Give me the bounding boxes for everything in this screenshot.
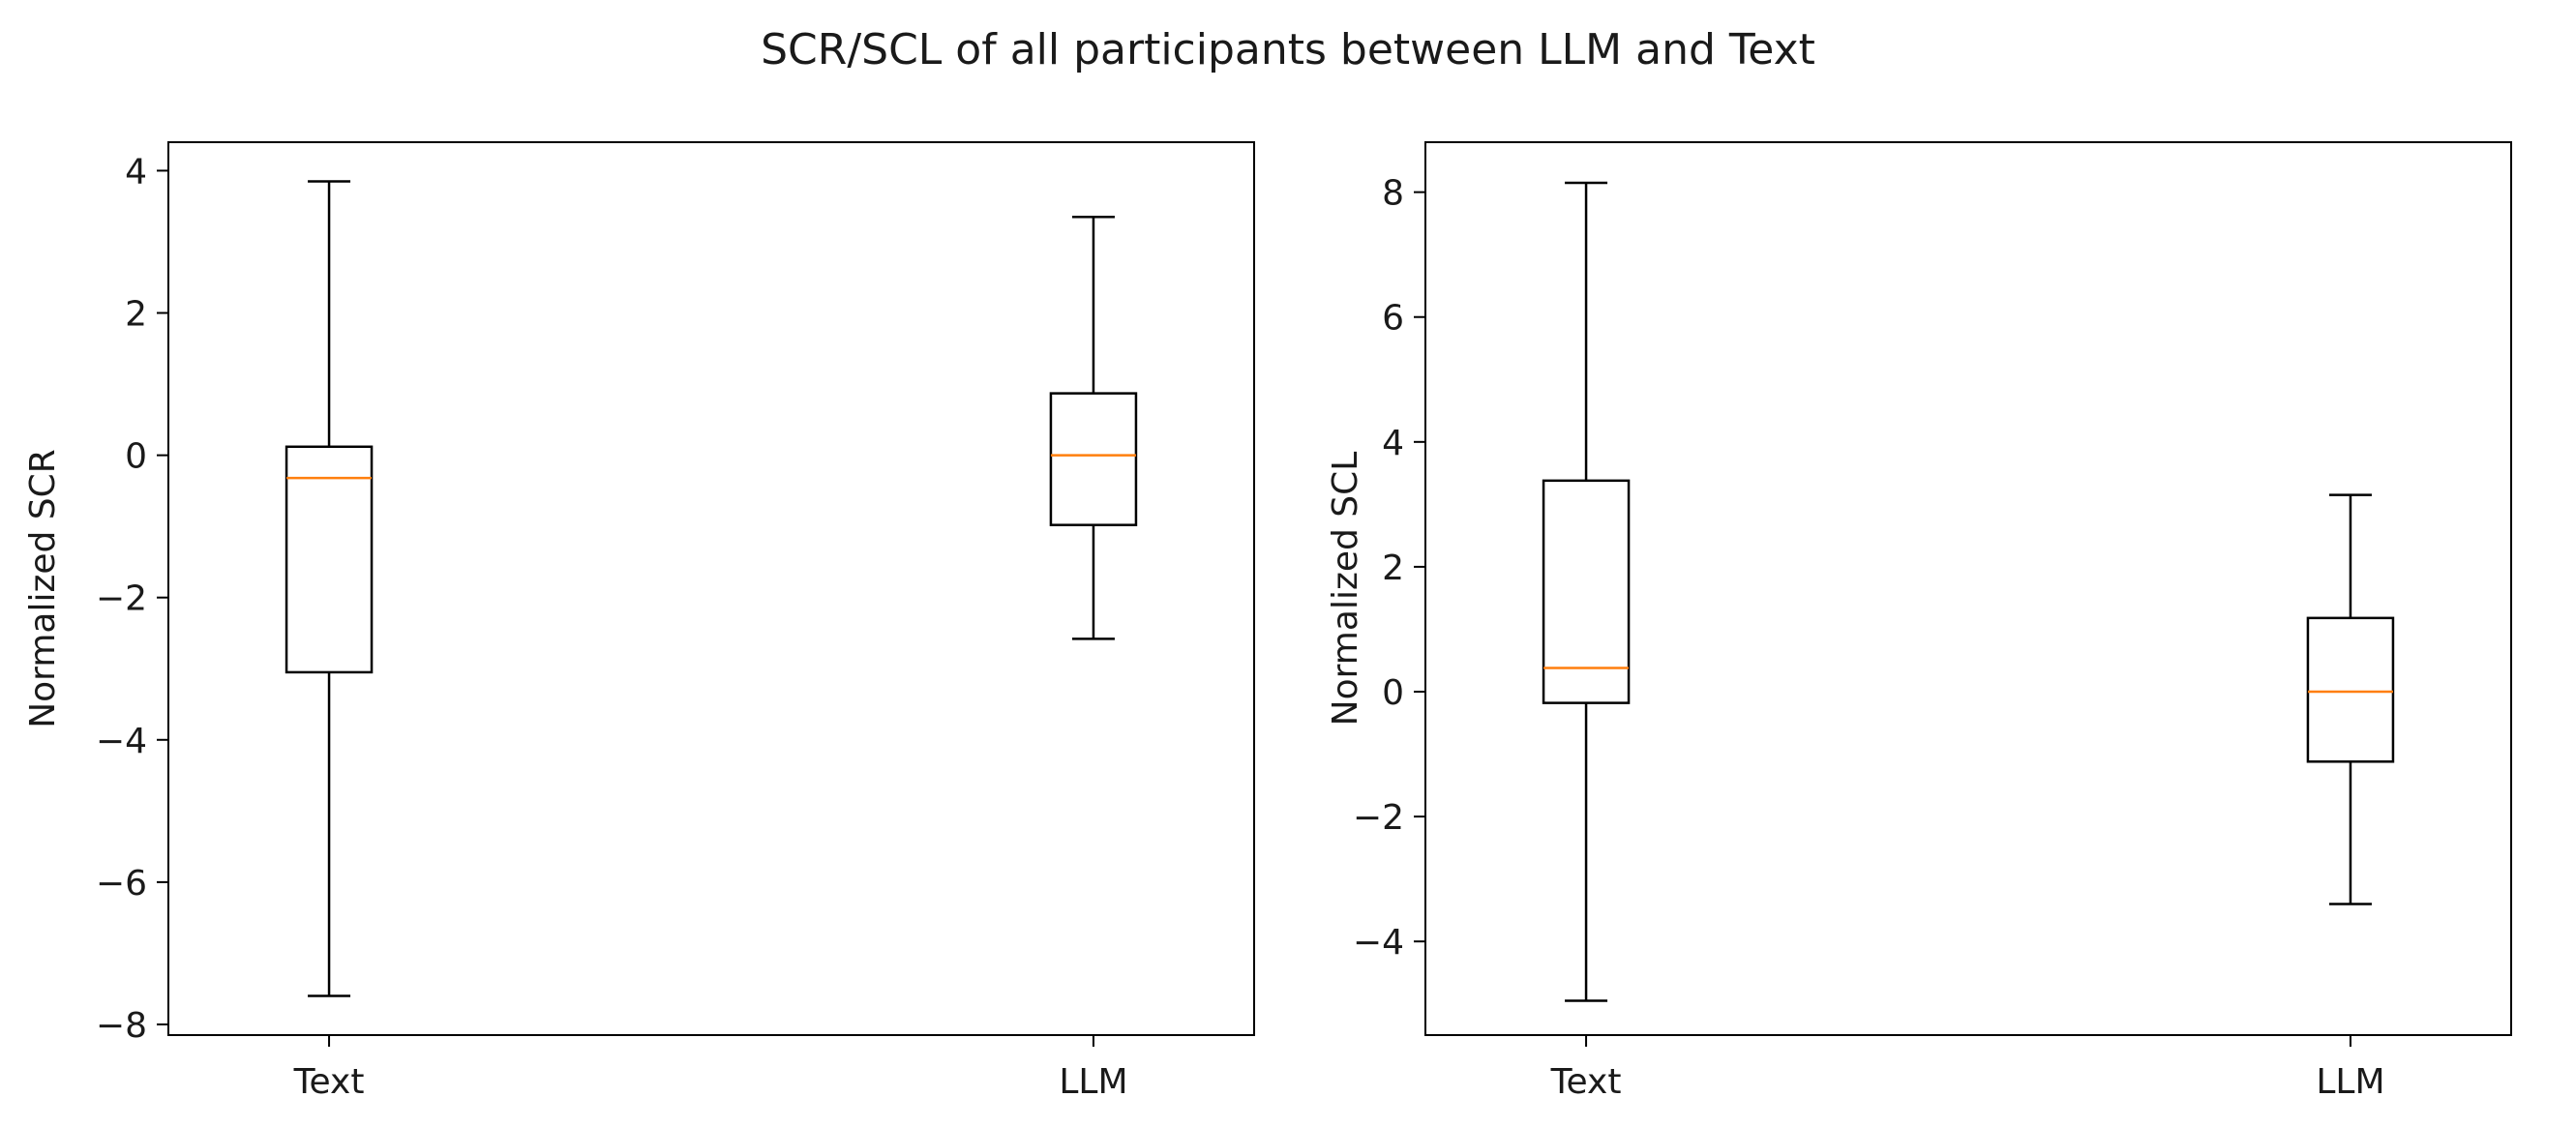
iqr-box (1049, 392, 1138, 526)
ytick-label: 8 (1382, 174, 1404, 214)
box-text (1542, 181, 1631, 1002)
ytick-label: 2 (125, 295, 147, 335)
subplot-1: −8 −6 −4 −2 0 2 4 Text LLM Normalized SCR (23, 141, 1255, 1102)
xtick-label: Text (1550, 1062, 1622, 1102)
ytick-label: −4 (1353, 923, 1404, 963)
ytick-label: 2 (1382, 549, 1404, 588)
subplot-2: −4 −2 0 2 4 6 8 Text LLM Normalized SCL (1326, 141, 2512, 1102)
axes-frame (1424, 141, 2512, 1036)
ytick-label: −8 (96, 1006, 147, 1046)
iqr-box (2306, 616, 2395, 763)
ytick-label: 4 (125, 152, 147, 192)
ytick-label: −2 (1353, 798, 1404, 838)
ytick-label: 4 (1382, 424, 1404, 463)
iqr-box (1542, 479, 1631, 704)
box-text (285, 180, 374, 997)
ytick-label: 0 (1382, 673, 1404, 713)
xtick-label: Text (293, 1062, 365, 1102)
iqr-box (285, 445, 374, 674)
box-llm (2306, 493, 2395, 905)
ytick-label: −4 (96, 722, 147, 761)
y-axis-label: Normalized SCL (1326, 452, 1365, 727)
ytick-label: −2 (96, 579, 147, 619)
box-llm (1049, 215, 1138, 640)
chart-title: SCR/SCL of all participants between LLM … (761, 25, 1815, 74)
ytick-label: 0 (125, 437, 147, 477)
xtick-label: LLM (1059, 1062, 1127, 1102)
ytick-label: 6 (1382, 299, 1404, 339)
y-axis-label: Normalized SCR (23, 449, 63, 728)
ytick-label: −6 (96, 864, 147, 904)
xtick-label: LLM (2316, 1062, 2384, 1102)
axes-frame (167, 141, 1255, 1036)
